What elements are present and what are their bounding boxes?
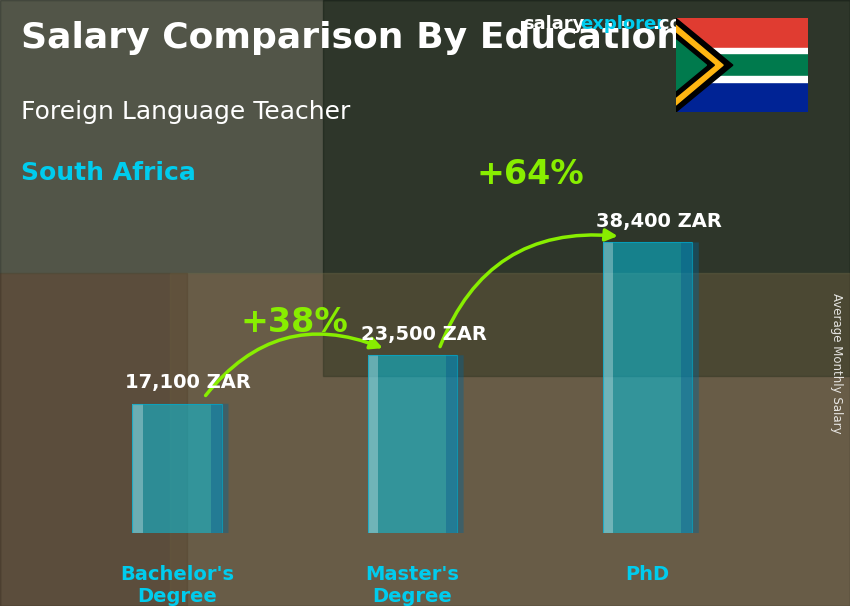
Bar (0, 0, 850, 273)
Text: 38,400 ZAR: 38,400 ZAR (596, 212, 722, 231)
Bar (211, 404, 222, 533)
Text: +38%: +38% (241, 306, 348, 339)
Bar (676, 18, 807, 50)
FancyArrowPatch shape (206, 334, 379, 396)
Bar (133, 404, 222, 533)
Bar (367, 355, 457, 533)
Bar (676, 53, 807, 78)
Polygon shape (676, 25, 723, 105)
Bar (133, 404, 222, 533)
Polygon shape (692, 242, 699, 533)
Bar (133, 404, 143, 533)
Bar (603, 242, 692, 533)
Bar (446, 355, 457, 533)
Text: .com: .com (652, 15, 700, 33)
Bar (676, 76, 807, 82)
Text: 23,500 ZAR: 23,500 ZAR (360, 325, 486, 344)
Polygon shape (676, 33, 714, 97)
Text: Foreign Language Teacher: Foreign Language Teacher (21, 100, 350, 124)
Bar (682, 242, 692, 533)
Polygon shape (676, 18, 733, 112)
Bar (170, 273, 850, 606)
Text: +64%: +64% (476, 158, 584, 191)
Text: South Africa: South Africa (21, 161, 196, 185)
FancyArrowPatch shape (440, 230, 614, 347)
Text: 17,100 ZAR: 17,100 ZAR (125, 373, 252, 393)
Text: Average Monthly Salary: Average Monthly Salary (830, 293, 843, 434)
Text: explorer: explorer (581, 15, 666, 33)
Bar (367, 355, 378, 533)
Polygon shape (457, 355, 463, 533)
Bar (0, 273, 187, 606)
Bar (676, 48, 807, 53)
Bar (367, 355, 457, 533)
Text: Master's
Degree: Master's Degree (366, 565, 459, 606)
Bar (603, 242, 614, 533)
Text: PhD: PhD (626, 565, 670, 584)
Text: salary: salary (523, 15, 584, 33)
Polygon shape (676, 40, 706, 90)
Text: Bachelor's
Degree: Bachelor's Degree (120, 565, 234, 606)
Bar (603, 242, 692, 533)
Bar (323, 0, 850, 376)
Text: Salary Comparison By Education: Salary Comparison By Education (21, 21, 683, 55)
Bar (676, 80, 807, 112)
Polygon shape (222, 404, 229, 533)
